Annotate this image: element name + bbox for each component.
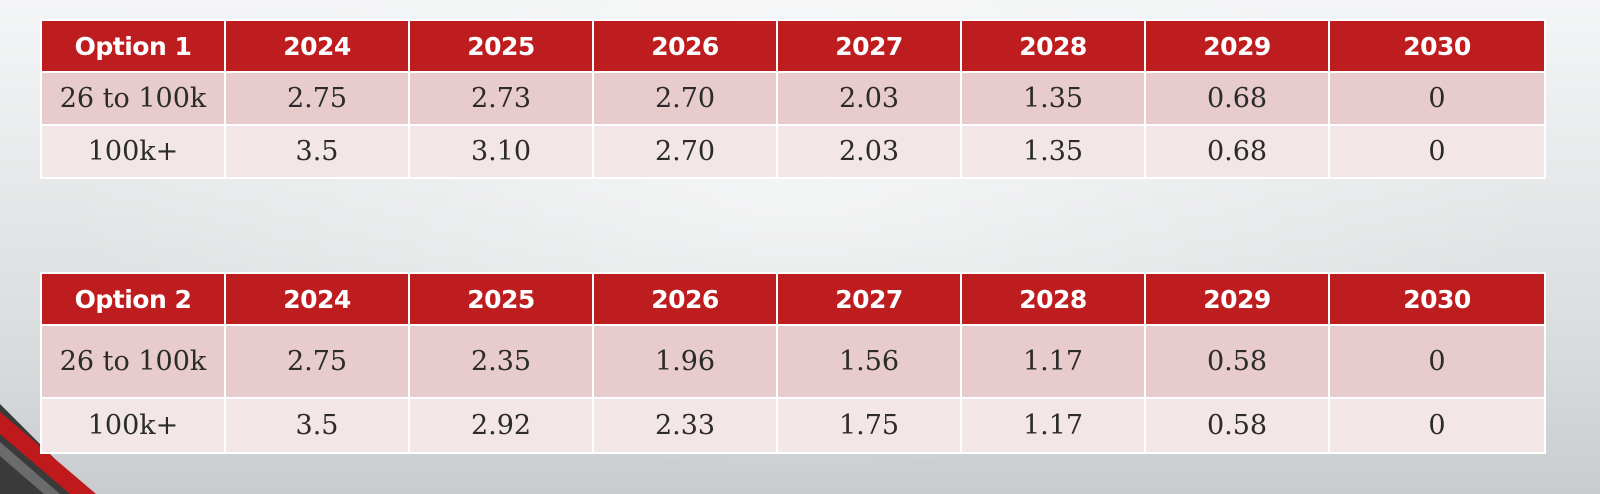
table-cell: 2.03 xyxy=(776,71,962,126)
column-header: 2025 xyxy=(408,19,594,73)
table-cell: 1.56 xyxy=(776,324,962,399)
table-cell: 0 xyxy=(1328,71,1546,126)
table-cell: 2.75 xyxy=(224,71,410,126)
row-label-cell: 100k+ xyxy=(40,397,226,454)
row-label-cell: 100k+ xyxy=(40,124,226,179)
option-1-table: Option 1 2024 2025 2026 2027 2028 2029 2… xyxy=(40,19,1546,179)
column-header: 2030 xyxy=(1328,19,1546,73)
column-header: 2030 xyxy=(1328,272,1546,326)
table-cell: 2.70 xyxy=(592,124,778,179)
column-header: 2029 xyxy=(1144,19,1330,73)
table-cell: 1.35 xyxy=(960,124,1146,179)
table-row: 26 to 100k 2.75 2.35 1.96 1.56 1.17 0.58… xyxy=(40,324,1546,399)
table-header-row: Option 1 2024 2025 2026 2027 2028 2029 2… xyxy=(40,19,1546,73)
table-cell: 1.96 xyxy=(592,324,778,399)
column-header: 2025 xyxy=(408,272,594,326)
table-cell: 0.58 xyxy=(1144,397,1330,454)
table-row: 100k+ 3.5 2.92 2.33 1.75 1.17 0.58 0 xyxy=(40,397,1546,454)
column-header: 2029 xyxy=(1144,272,1330,326)
table-cell: 0.68 xyxy=(1144,71,1330,126)
column-header: 2024 xyxy=(224,272,410,326)
column-header: Option 2 xyxy=(40,272,226,326)
column-header: 2024 xyxy=(224,19,410,73)
table-cell: 1.17 xyxy=(960,324,1146,399)
table-cell: 1.17 xyxy=(960,397,1146,454)
table-cell: 2.70 xyxy=(592,71,778,126)
table-row: 26 to 100k 2.75 2.73 2.70 2.03 1.35 0.68… xyxy=(40,71,1546,126)
column-header: Option 1 xyxy=(40,19,226,73)
table-cell: 3.5 xyxy=(224,397,410,454)
table-cell: 2.75 xyxy=(224,324,410,399)
column-header: 2028 xyxy=(960,19,1146,73)
table-header-row: Option 2 2024 2025 2026 2027 2028 2029 2… xyxy=(40,272,1546,326)
table-cell: 2.35 xyxy=(408,324,594,399)
table-cell: 0 xyxy=(1328,124,1546,179)
table-cell: 2.33 xyxy=(592,397,778,454)
table-cell: 1.75 xyxy=(776,397,962,454)
option-2-table: Option 2 2024 2025 2026 2027 2028 2029 2… xyxy=(40,272,1546,454)
table-cell: 2.92 xyxy=(408,397,594,454)
table-row: 100k+ 3.5 3.10 2.70 2.03 1.35 0.68 0 xyxy=(40,124,1546,179)
column-header: 2027 xyxy=(776,19,962,73)
table-cell: 0 xyxy=(1328,397,1546,454)
column-header: 2026 xyxy=(592,19,778,73)
table-cell: 0 xyxy=(1328,324,1546,399)
table-cell: 0.68 xyxy=(1144,124,1330,179)
table-cell: 1.35 xyxy=(960,71,1146,126)
column-header: 2028 xyxy=(960,272,1146,326)
table-cell: 2.73 xyxy=(408,71,594,126)
table-cell: 3.5 xyxy=(224,124,410,179)
column-header: 2026 xyxy=(592,272,778,326)
row-label-cell: 26 to 100k xyxy=(40,324,226,399)
column-header: 2027 xyxy=(776,272,962,326)
row-label-cell: 26 to 100k xyxy=(40,71,226,126)
table-cell: 3.10 xyxy=(408,124,594,179)
table-cell: 2.03 xyxy=(776,124,962,179)
table-cell: 0.58 xyxy=(1144,324,1330,399)
